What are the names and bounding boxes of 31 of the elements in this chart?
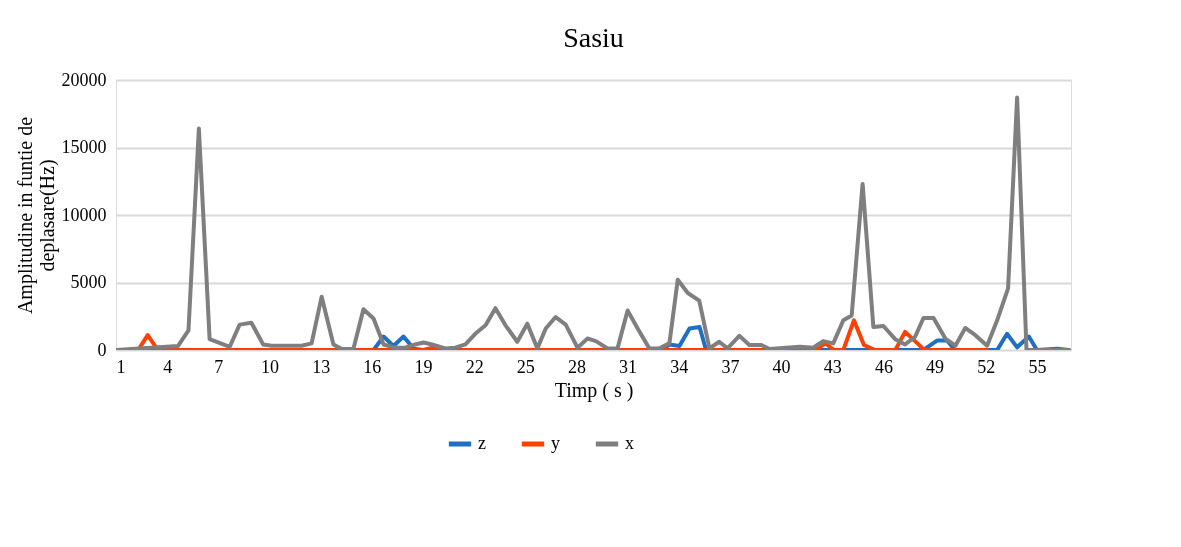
x-tick-label: 13 [312, 356, 331, 377]
x-tick-label: 1 [116, 356, 126, 377]
x-tick-label: 46 [874, 356, 893, 377]
x-tick-label: 7 [214, 356, 224, 377]
y-tick-label: 10000 [61, 204, 107, 225]
x-tick-label: 31 [619, 356, 638, 377]
x-tick-label: 55 [1028, 356, 1047, 377]
x-tick-label: 28 [567, 356, 586, 377]
x-tick-label: 16 [363, 356, 382, 377]
x-tick-label: 43 [823, 356, 842, 377]
y-tick-label: 20000 [61, 69, 107, 90]
x-tick-label: 40 [772, 356, 791, 377]
x-tick-label: 4 [163, 356, 173, 377]
line-series [116, 95, 1071, 350]
chart-title: Sasiu [563, 22, 624, 53]
y-tick-label: 15000 [61, 137, 107, 157]
legend-label: z [478, 433, 486, 453]
x-tick-label: 10 [260, 356, 279, 377]
legend-label: x [625, 433, 634, 453]
y-axis-title: Amplitudine in funtie de deplasare(Hz) [13, 116, 59, 315]
x-tick-label: 19 [414, 356, 433, 377]
x-tick-label: 52 [977, 356, 996, 377]
x-tick-label: 25 [516, 356, 535, 377]
x-tick-label: 37 [721, 356, 740, 377]
y-tick-label: 5000 [70, 272, 107, 292]
x-tick-label: 49 [926, 356, 945, 377]
y-tick-label: 0 [97, 339, 107, 360]
legend-label: y [551, 433, 560, 453]
x-axis-title: Timp ( s ) [554, 378, 634, 402]
x-tick-label: 34 [670, 356, 689, 377]
x-tick-label: 22 [465, 356, 484, 377]
